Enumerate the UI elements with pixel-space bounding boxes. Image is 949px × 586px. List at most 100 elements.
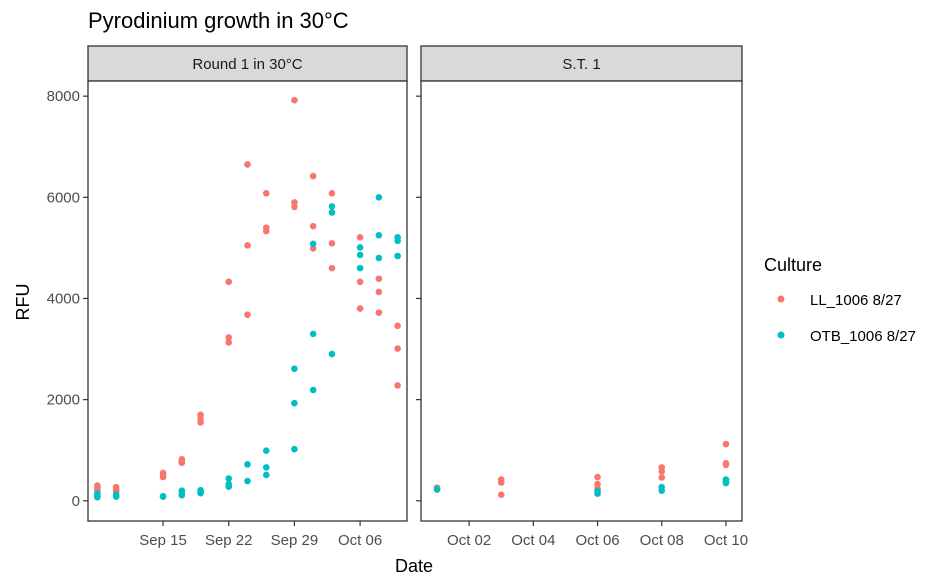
data-point <box>291 199 298 206</box>
x-tick-label: Oct 06 <box>575 532 619 549</box>
data-point <box>594 473 601 481</box>
series-points <box>433 476 730 497</box>
data-point <box>291 445 298 453</box>
axis-titles: Date RFU <box>13 284 433 577</box>
data-point <box>394 252 401 260</box>
facet-strip-label: Round 1 in 30°C <box>192 56 302 73</box>
data-point <box>94 493 101 501</box>
data-point <box>328 240 336 247</box>
x-tick-label: Oct 06 <box>338 532 382 549</box>
data-point <box>594 480 601 488</box>
facet-panels: Round 1 in 30°C 0 2000 4000 6000 8000 Sep 15 Se… <box>47 45 748 549</box>
data-point <box>309 245 317 252</box>
x-axis-title: Date <box>395 556 433 576</box>
data-point <box>159 473 167 481</box>
data-point <box>225 339 233 346</box>
data-point <box>722 461 730 469</box>
x-tick-label: Sep 15 <box>139 532 187 549</box>
x-tick-label: Oct 04 <box>511 532 555 549</box>
y-tick-label: 6000 <box>47 189 80 206</box>
legend-item: OTB_1006 8/27 <box>777 328 916 345</box>
data-point <box>722 479 730 487</box>
data-point <box>291 203 298 211</box>
facet-strip-label: S.T. 1 <box>562 56 600 73</box>
data-point <box>197 489 204 497</box>
data-point <box>309 386 317 394</box>
data-point <box>291 399 298 407</box>
x-tick-label: Sep 29 <box>271 532 319 549</box>
panel-border <box>420 80 743 522</box>
data-point <box>178 491 186 499</box>
data-point <box>244 477 251 485</box>
facet-strip <box>420 45 743 82</box>
x-tick-label: Oct 08 <box>640 532 684 549</box>
series-points <box>94 96 401 495</box>
legend-title: Culture <box>764 255 822 275</box>
data-point <box>262 464 270 471</box>
legend-item-label: OTB_1006 8/27 <box>810 328 916 345</box>
legend: Culture LL_1006 8/27 OTB_1006 8/27 <box>764 255 916 345</box>
data-point <box>658 468 666 475</box>
data-point <box>309 330 317 338</box>
data-point <box>594 490 601 497</box>
facet-strip <box>87 45 408 82</box>
data-point <box>225 334 233 341</box>
y-tick-label: 2000 <box>47 392 80 409</box>
y-axis-title: RFU <box>13 284 33 321</box>
data-point <box>262 447 270 455</box>
data-point <box>497 479 505 486</box>
data-point <box>112 493 120 501</box>
y-tick-label: 4000 <box>47 290 80 307</box>
chart-title: Pyrodinium growth in 30°C <box>88 8 349 33</box>
data-point <box>291 96 298 104</box>
x-tick-label: Sep 22 <box>205 532 253 549</box>
data-point <box>262 227 270 235</box>
data-point <box>328 209 336 216</box>
y-tick-label: 0 <box>72 493 80 510</box>
x-tick-label: Oct 02 <box>447 532 491 549</box>
data-point <box>375 288 383 296</box>
y-tick-label: 8000 <box>47 88 80 105</box>
data-point <box>225 475 233 482</box>
data-point <box>658 487 666 494</box>
data-point <box>394 345 401 352</box>
data-point <box>225 278 233 286</box>
data-point <box>433 485 441 493</box>
data-point <box>658 474 666 481</box>
data-point <box>497 491 505 499</box>
data-point <box>722 440 730 448</box>
data-point <box>309 222 317 230</box>
data-point <box>394 322 401 330</box>
data-point <box>394 237 401 245</box>
x-tick-label: Oct 10 <box>704 532 748 549</box>
data-point <box>178 459 186 467</box>
data-point <box>309 240 317 248</box>
data-point <box>159 493 167 501</box>
data-point <box>328 264 336 272</box>
data-point <box>356 233 364 241</box>
facet-panel: S.T. 1 Oct 02 Oct 04 Oct 06 Oct 08 Oct 10 <box>416 45 748 549</box>
data-point <box>328 189 336 197</box>
data-point <box>244 461 251 468</box>
data-point <box>262 471 270 479</box>
data-point <box>375 275 383 283</box>
data-point <box>356 264 364 272</box>
data-point <box>244 161 251 168</box>
data-point <box>356 305 364 312</box>
data-point <box>328 203 336 210</box>
data-point <box>262 189 270 197</box>
panel-border <box>87 80 408 522</box>
data-point <box>309 172 317 180</box>
legend-key-dot <box>777 331 785 339</box>
data-point <box>375 231 383 239</box>
data-point <box>394 382 401 389</box>
facet-panel: Round 1 in 30°C 0 2000 4000 6000 8000 Sep 15 Se… <box>47 45 408 549</box>
legend-key-dot <box>777 295 785 303</box>
data-point <box>356 278 364 286</box>
data-point <box>244 242 251 249</box>
data-point <box>244 311 251 318</box>
data-point <box>291 365 298 373</box>
data-point <box>356 251 364 259</box>
legend-item-label: LL_1006 8/27 <box>810 292 902 309</box>
